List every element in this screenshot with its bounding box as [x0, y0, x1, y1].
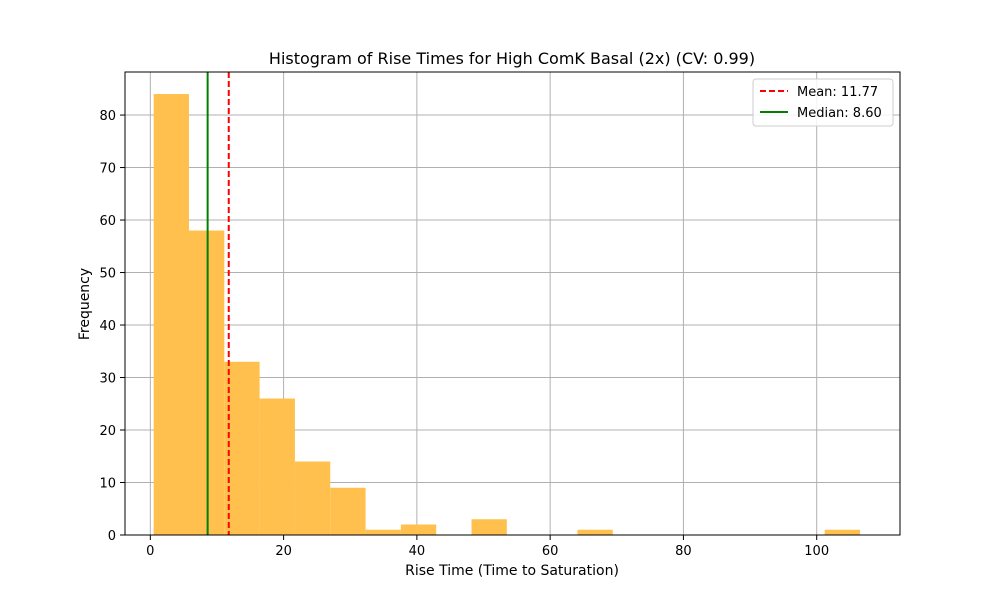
histogram-bars	[153, 94, 861, 536]
histogram-bar	[153, 94, 189, 536]
histogram-bar	[259, 398, 295, 535]
y-tick-label: 20	[99, 424, 116, 439]
histogram-bar	[294, 461, 331, 535]
histogram-bar	[330, 487, 366, 535]
legend-median-label: Median: 8.60	[797, 106, 882, 121]
x-tick-label: 100	[804, 544, 829, 559]
histogram-bar	[824, 529, 861, 535]
x-tick-label: 80	[675, 544, 692, 559]
legend: Mean: 11.77 Median: 8.60	[752, 78, 894, 127]
y-tick-label: 30	[99, 372, 116, 387]
histogram-bar	[400, 524, 437, 535]
histogram-bar	[471, 519, 507, 535]
chart-title: Histogram of Rise Times for High ComK Ba…	[269, 49, 755, 68]
plot-frame	[124, 71, 901, 536]
x-axis-label: Rise Time (Time to Saturation)	[405, 563, 619, 579]
x-tick-label: 20	[275, 544, 292, 559]
y-tick-label: 60	[99, 214, 116, 229]
y-tick-label: 0	[108, 529, 116, 544]
y-tick-label: 70	[99, 162, 116, 177]
y-axis-label: Frequency	[77, 268, 93, 340]
x-axis-ticks: 0 20 40 60 80 100	[146, 535, 829, 559]
histogram-bar	[224, 361, 260, 535]
x-tick-label: 0	[146, 544, 154, 559]
histogram-bar	[577, 529, 613, 535]
y-tick-label: 10	[99, 477, 116, 492]
x-tick-label: 60	[542, 544, 559, 559]
x-tick-label: 40	[409, 544, 426, 559]
y-tick-label: 40	[99, 319, 116, 334]
y-tick-label: 80	[99, 109, 116, 124]
histogram-bar	[365, 529, 401, 535]
y-tick-label: 50	[99, 267, 116, 282]
y-axis-ticks: 0 10 20 30 40 50 60 70 80	[99, 109, 125, 544]
grid-lines	[125, 72, 900, 536]
legend-mean-label: Mean: 11.77	[797, 85, 878, 100]
reference-lines	[206, 72, 230, 535]
